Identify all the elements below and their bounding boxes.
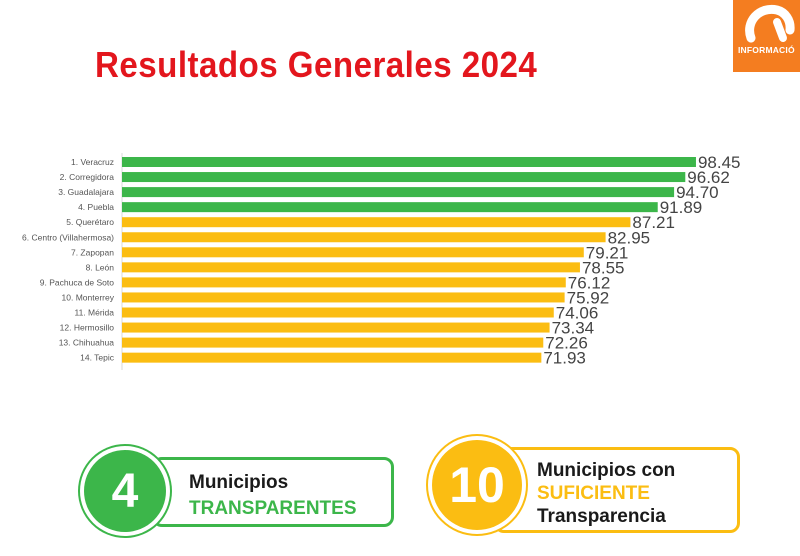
bar-14 xyxy=(122,352,542,363)
category-label-14: 14. Tepic xyxy=(80,353,115,363)
category-label-10: 10. Monterrey xyxy=(62,292,115,302)
bar-3 xyxy=(122,187,675,198)
transparentes-badge: Municipios TRANSPARENTES xyxy=(152,457,394,527)
value-label-13: 72.26 xyxy=(545,334,588,353)
category-label-8: 8. León xyxy=(86,262,115,272)
bar-10 xyxy=(122,292,565,303)
suficiente-count: 10 xyxy=(449,457,505,513)
suficiente-label-line2: SUFICIENTE xyxy=(537,483,650,504)
bar-6 xyxy=(122,232,606,243)
transparentes-label-line1: Municipios xyxy=(189,472,289,493)
suficiente-badge: Municipios con SUFICIENTE Transparencia xyxy=(494,447,740,533)
suficiente-count-circle: 10 xyxy=(432,440,522,530)
bar-5 xyxy=(122,217,631,228)
value-label-14: 71.93 xyxy=(543,349,586,368)
value-label-7: 79.21 xyxy=(586,243,629,262)
suficiente-label-line3: Transparencia xyxy=(537,506,666,527)
category-label-9: 9. Pachuca de Soto xyxy=(40,277,114,287)
bar-11 xyxy=(122,307,554,318)
suficiente-label-line1: Municipios con xyxy=(537,460,676,481)
value-label-5: 87.21 xyxy=(632,213,675,232)
value-label-8: 78.55 xyxy=(582,258,625,277)
value-label-11: 74.06 xyxy=(556,304,599,323)
category-label-1: 1. Veracruz xyxy=(71,157,114,167)
value-label-4: 91.89 xyxy=(660,198,703,217)
value-label-10: 75.92 xyxy=(567,288,610,307)
value-label-6: 82.95 xyxy=(608,228,651,247)
transparentes-label-line2: TRANSPARENTES xyxy=(189,498,357,519)
category-label-6: 6. Centro (Villahermosa) xyxy=(22,232,114,242)
value-label-9: 76.12 xyxy=(568,273,611,292)
category-label-5: 5. Querétaro xyxy=(66,217,114,227)
bar-2 xyxy=(122,172,686,183)
brand-logo-mark-icon xyxy=(733,0,800,72)
category-label-2: 2. Corregidora xyxy=(60,172,115,182)
transparentes-count-circle: 4 xyxy=(84,450,166,532)
bar-1 xyxy=(122,157,696,167)
category-label-11: 11. Mérida xyxy=(74,308,114,318)
bar-chart: 1. Veracruz 98.45 2. Corregidora 96.62 3. Gu… xyxy=(22,153,741,370)
bar-9 xyxy=(122,277,566,288)
bar-8 xyxy=(122,262,580,273)
category-label-7: 7. Zapopan xyxy=(71,247,114,257)
page-title: Resultados Generales 2024 xyxy=(95,44,538,85)
value-label-3: 94.70 xyxy=(676,183,719,202)
value-label-1: 98.45 xyxy=(698,153,741,172)
category-label-4: 4. Puebla xyxy=(78,202,114,212)
category-label-3: 3. Guadalajara xyxy=(58,187,114,197)
bar-4 xyxy=(122,202,658,213)
value-label-2: 96.62 xyxy=(687,168,730,187)
bar-7 xyxy=(122,247,584,258)
bar-13 xyxy=(122,337,544,348)
transparentes-count: 4 xyxy=(111,464,139,518)
brand-logo-text: INFORMACIÓ xyxy=(738,45,795,55)
category-label-12: 12. Hermosillo xyxy=(60,323,115,333)
value-label-12: 73.34 xyxy=(552,319,595,338)
brand-logo[interactable]: INFORMACIÓ xyxy=(733,0,800,72)
category-label-13: 13. Chihuahua xyxy=(59,338,115,348)
bar-12 xyxy=(122,322,550,333)
